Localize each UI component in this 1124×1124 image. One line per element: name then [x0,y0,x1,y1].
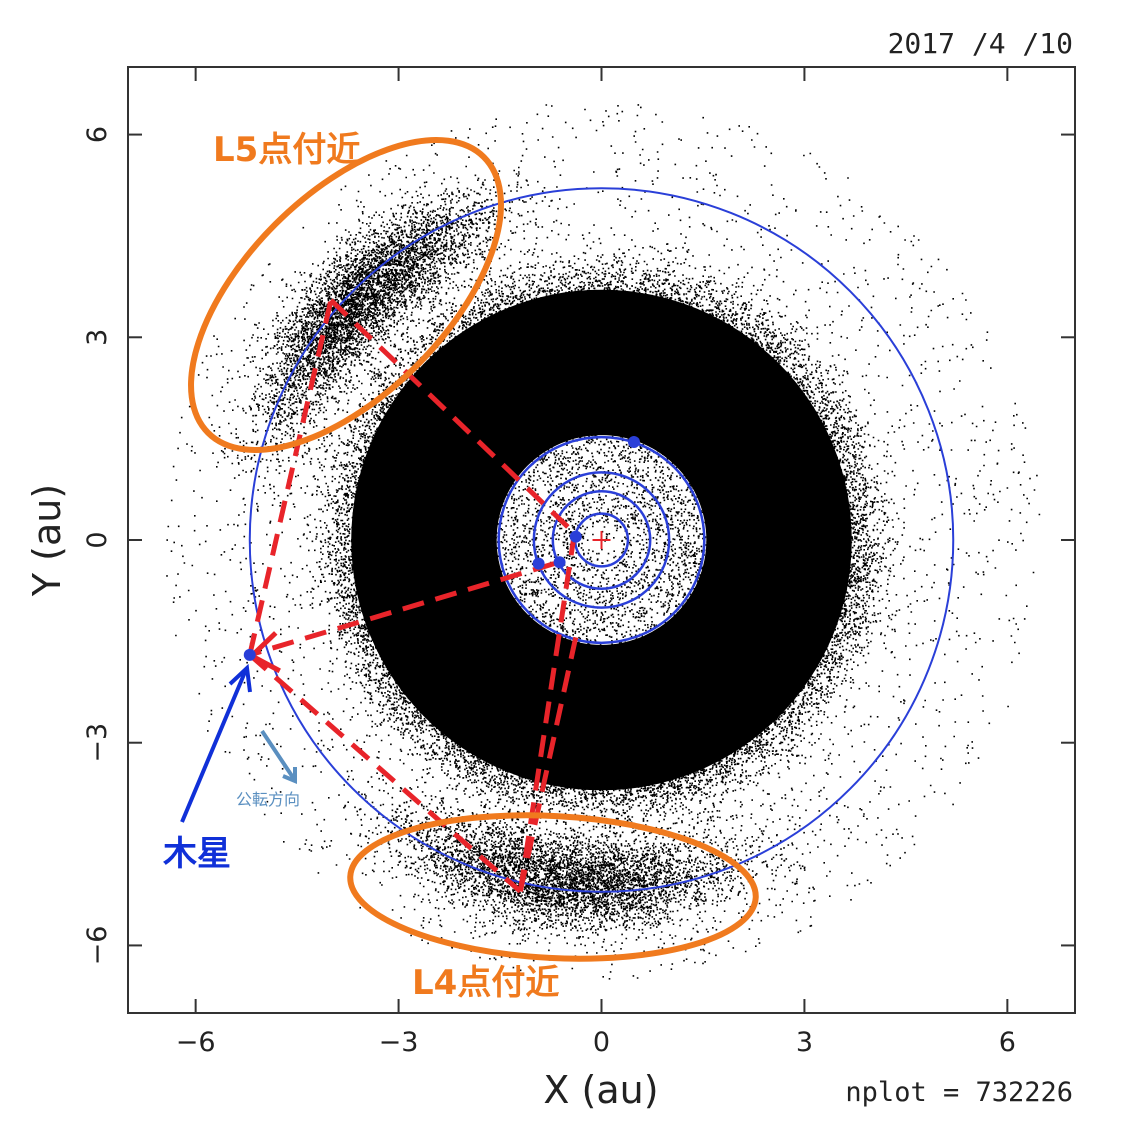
planet-marker [553,556,566,569]
orbit-circle [551,490,652,590]
l5-ellipse [188,137,504,453]
y-axis-title: Y (au) [25,484,69,597]
x-tick-label: 6 [999,1027,1016,1058]
x-axis-title: X (au) [543,1068,658,1112]
nplot-label: nplot = 732226 [845,1077,1073,1108]
annotations [180,137,759,962]
direction-arrow-head [282,767,297,784]
y-tick-label: 6 [82,126,113,143]
dashed-line [247,299,334,656]
direction-label: 公転方向 [236,790,300,809]
planet-marker [243,648,256,661]
l4-ellipse [347,812,759,962]
orbit-circle [532,471,671,609]
l5-label: L5点付近 [213,130,360,170]
orbit-circle [248,187,955,893]
date-label: 2017 /4 /10 [888,27,1073,60]
planet-marker [627,436,640,449]
dashed-line [249,561,555,658]
jupiter-arrow [180,671,247,823]
jupiter-arrow-head [228,663,252,693]
y-tick-label: 3 [82,329,113,346]
x-tick-label: 3 [796,1027,813,1058]
y-tick-label: −6 [82,926,113,966]
y-tick-label: 0 [82,531,113,548]
planet-orbits [248,187,955,893]
axis-ticks: −6 −3 0 3 6 −6 −3 0 3 6 [82,67,1075,1058]
dashed-line [248,652,522,894]
planet-markers [243,436,640,661]
planet-marker [569,530,582,543]
x-tick-label: −3 [379,1027,419,1058]
planet-marker [532,557,545,570]
x-tick-label: −6 [176,1027,216,1058]
dashed-line [517,532,577,892]
scatter-points [166,104,1041,980]
direction-arrow [260,729,296,781]
x-tick-label: 0 [593,1027,610,1058]
dashed-line [517,627,581,892]
asteroid-points [166,104,1041,980]
orbit-circle [497,435,706,645]
y-tick-label: −3 [82,723,113,763]
jupiter-label: 木星 [162,834,231,874]
dashed-lines [247,298,581,894]
l4-label: L4点付近 [412,963,559,1003]
dashed-line [329,298,577,536]
